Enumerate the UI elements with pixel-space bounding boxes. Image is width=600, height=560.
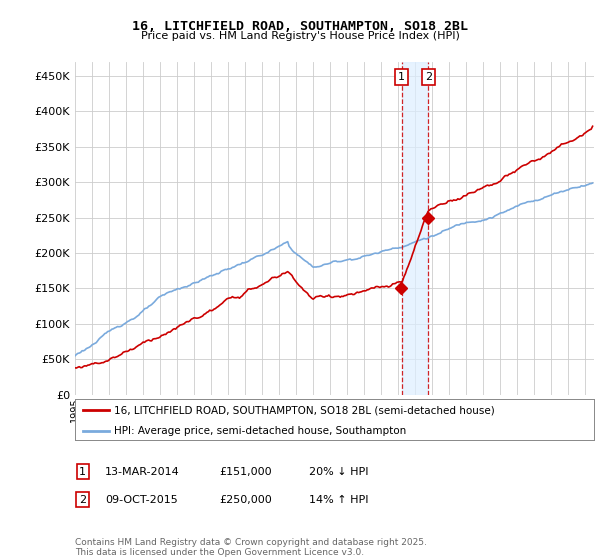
Text: 13-MAR-2014: 13-MAR-2014 bbox=[105, 466, 180, 477]
Text: £250,000: £250,000 bbox=[219, 494, 272, 505]
Text: HPI: Average price, semi-detached house, Southampton: HPI: Average price, semi-detached house,… bbox=[114, 426, 406, 436]
Text: 16, LITCHFIELD ROAD, SOUTHAMPTON, SO18 2BL: 16, LITCHFIELD ROAD, SOUTHAMPTON, SO18 2… bbox=[132, 20, 468, 32]
Text: 20% ↓ HPI: 20% ↓ HPI bbox=[309, 466, 368, 477]
Text: 2: 2 bbox=[425, 72, 432, 82]
Bar bbox=[402, 62, 428, 395]
Text: Contains HM Land Registry data © Crown copyright and database right 2025.
This d: Contains HM Land Registry data © Crown c… bbox=[75, 538, 427, 557]
Text: 14% ↑ HPI: 14% ↑ HPI bbox=[309, 494, 368, 505]
Text: 1: 1 bbox=[398, 72, 405, 82]
Text: 16, LITCHFIELD ROAD, SOUTHAMPTON, SO18 2BL (semi-detached house): 16, LITCHFIELD ROAD, SOUTHAMPTON, SO18 2… bbox=[114, 405, 494, 415]
Text: 09-OCT-2015: 09-OCT-2015 bbox=[105, 494, 178, 505]
Text: Price paid vs. HM Land Registry's House Price Index (HPI): Price paid vs. HM Land Registry's House … bbox=[140, 31, 460, 41]
Text: 1: 1 bbox=[79, 466, 86, 477]
Text: 2: 2 bbox=[79, 494, 86, 505]
Text: £151,000: £151,000 bbox=[219, 466, 272, 477]
